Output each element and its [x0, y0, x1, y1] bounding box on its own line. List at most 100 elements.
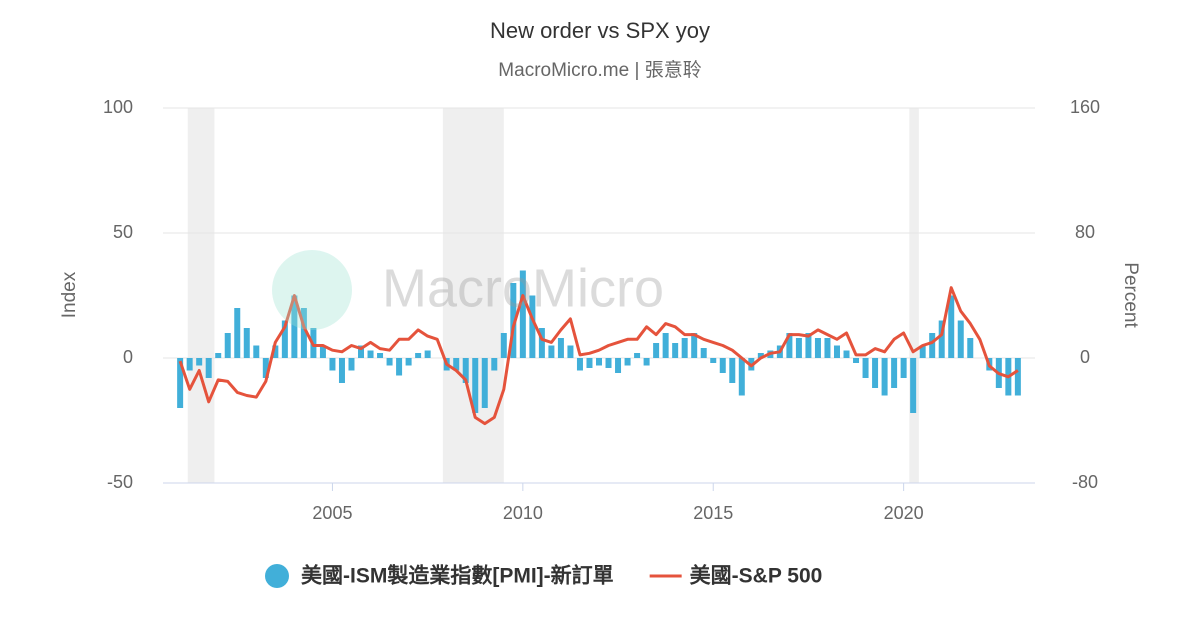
bar — [576, 358, 583, 371]
bar — [529, 295, 536, 358]
bar — [405, 358, 412, 366]
bar — [367, 350, 374, 358]
bar — [624, 358, 631, 366]
bar — [605, 358, 612, 368]
bar — [329, 358, 336, 371]
chart-subtitle: MacroMicro.me | 張意聆 — [498, 59, 701, 81]
bar — [929, 333, 936, 358]
watermark-text: MacroMicro — [382, 258, 664, 318]
bar — [710, 358, 717, 363]
bar — [919, 345, 926, 358]
bar — [338, 358, 345, 383]
y2-tick-label: -80 — [1072, 472, 1098, 492]
bar — [224, 333, 231, 358]
watermark-logo — [272, 250, 352, 330]
shaded-period — [187, 108, 215, 483]
x-tick-label: 2020 — [884, 503, 924, 523]
bar — [424, 350, 431, 358]
x-tick-label: 2010 — [503, 503, 543, 523]
legend-label: 美國-S&P 500 — [690, 564, 823, 588]
bar — [843, 350, 850, 358]
x-tick-label: 2005 — [312, 503, 352, 523]
bar — [319, 345, 326, 358]
bar — [538, 328, 545, 358]
bar — [881, 358, 888, 396]
bar — [557, 338, 564, 358]
y2-tick-label: 160 — [1070, 97, 1100, 117]
bar — [567, 345, 574, 358]
bar — [653, 343, 660, 358]
bar — [415, 353, 422, 358]
bar — [300, 308, 307, 358]
y-axis-title: Index — [59, 271, 80, 318]
bar — [510, 283, 517, 358]
bar — [786, 333, 793, 358]
legend-label: 美國-ISM製造業指數[PMI]-新訂單 — [301, 564, 614, 588]
bar — [634, 353, 641, 358]
y-tick-label: 50 — [113, 222, 133, 242]
bar — [462, 358, 469, 383]
bar — [862, 358, 869, 378]
bar — [472, 358, 479, 413]
bar — [643, 358, 650, 366]
y2-axis-title: Percent — [1120, 262, 1141, 328]
bar — [291, 295, 298, 358]
line — [178, 286, 1019, 426]
bar — [262, 358, 269, 378]
bar — [719, 358, 726, 373]
bar — [453, 358, 460, 371]
bar — [548, 345, 555, 358]
bar — [615, 358, 622, 373]
bar — [186, 358, 193, 371]
bar — [272, 345, 279, 358]
bar — [872, 358, 879, 388]
bar — [672, 343, 679, 358]
bar — [519, 270, 526, 358]
bar — [1014, 358, 1021, 396]
bar — [814, 338, 821, 358]
y-tick-label: 100 — [103, 97, 133, 117]
bar — [824, 338, 831, 358]
bar — [681, 338, 688, 358]
bar — [596, 358, 602, 366]
bar — [377, 353, 384, 358]
bar — [491, 358, 498, 371]
bar — [738, 358, 745, 396]
bar — [586, 358, 593, 368]
legend-marker — [265, 564, 289, 588]
bar — [253, 345, 260, 358]
bar — [853, 358, 860, 363]
bar — [691, 333, 698, 358]
bar — [177, 358, 184, 408]
chart-title: New order vs SPX yoy — [490, 18, 710, 43]
y2-tick-label: 0 — [1080, 347, 1090, 367]
bar — [891, 358, 898, 388]
bar — [948, 295, 955, 358]
bar — [196, 358, 203, 366]
bar — [358, 345, 365, 358]
legend-item[interactable]: 美國-S&P 500 — [649, 564, 823, 588]
bar — [205, 358, 212, 378]
bar — [215, 353, 222, 358]
bar — [900, 358, 907, 378]
bar — [481, 358, 488, 408]
y-tick-label: 0 — [123, 347, 133, 367]
plot-area — [163, 107, 1035, 491]
bar — [910, 358, 917, 413]
bar — [700, 348, 707, 358]
shaded-period — [442, 108, 504, 483]
bar — [729, 358, 736, 383]
bar — [795, 338, 802, 358]
bar — [938, 320, 945, 358]
bar — [662, 333, 669, 358]
bar — [833, 345, 840, 358]
y2-tick-label: 80 — [1075, 222, 1095, 242]
bar — [234, 308, 241, 358]
watermark: MacroMicro — [272, 250, 664, 330]
bar — [348, 358, 355, 371]
y-tick-label: -50 — [107, 472, 133, 492]
x-tick-label: 2015 — [693, 503, 733, 523]
legend-item[interactable]: 美國-ISM製造業指數[PMI]-新訂單 — [265, 564, 614, 588]
bar — [500, 333, 507, 358]
bar — [957, 320, 964, 358]
